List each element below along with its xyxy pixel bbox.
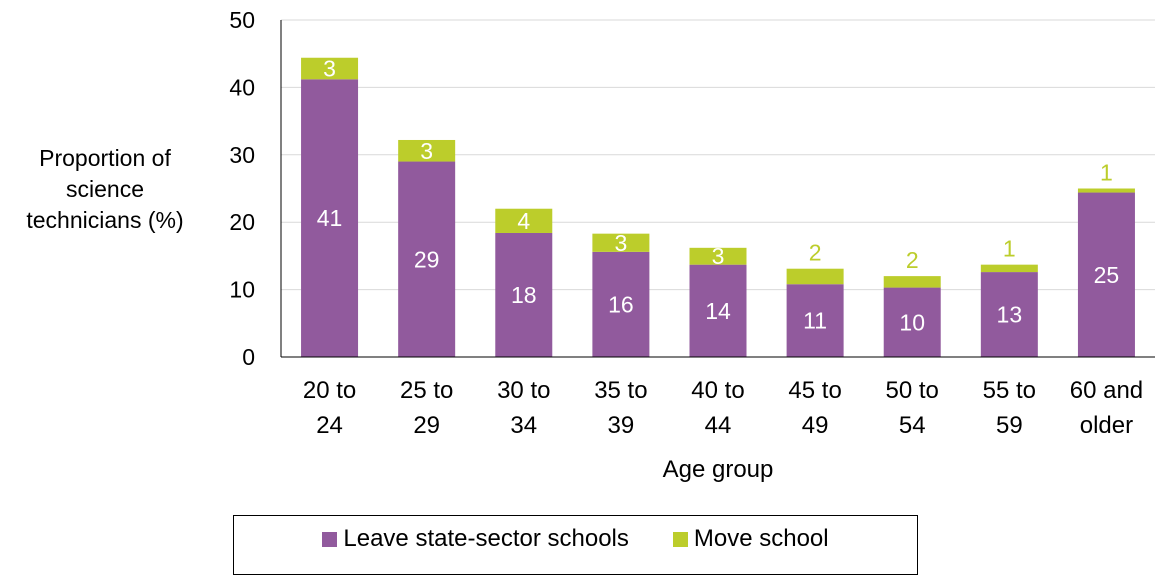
data-label: 1: [1003, 236, 1016, 262]
data-label: 13: [997, 302, 1023, 328]
x-tick-label: 30 to: [497, 377, 550, 404]
legend: Leave state-sector schools Move school: [233, 515, 918, 575]
x-tick-label: 34: [510, 412, 537, 439]
bar-segment: [883, 287, 941, 357]
data-label: 3: [712, 243, 725, 269]
x-tick-label: 29: [413, 412, 440, 439]
legend-label-move: Move school: [693, 525, 829, 552]
x-tick-labels: 20 to 24 25 to 29 30 to 34 35 to 39 40 to 44 45 to…: [303, 377, 1143, 439]
y-tick-label: 20: [229, 209, 255, 235]
x-tick-label: 25 to: [400, 377, 453, 404]
bars: 41 3 29 3 18 4 16 3 14 3 11 2 10 2 13 1 25 1: [301, 56, 1135, 357]
x-tick-label: 20 to: [303, 377, 356, 404]
x-tick-label: 49: [802, 412, 829, 439]
data-label: 10: [899, 309, 925, 335]
bar-segment: [495, 208, 553, 233]
data-label: 2: [906, 247, 919, 273]
bar-segment: [980, 264, 1038, 273]
x-tick-label: 50 to: [886, 377, 939, 404]
legend-item-leave: Leave state-sector schools: [322, 525, 629, 553]
y-tick-label: 30: [229, 142, 255, 168]
x-tick-label: 54: [899, 412, 926, 439]
bar-segment: [398, 139, 456, 162]
bar-segment: [301, 79, 359, 357]
bar-segment: [592, 251, 650, 357]
bar-segment: [592, 233, 650, 252]
y-tick-label: 10: [229, 277, 255, 303]
data-label: 3: [420, 138, 433, 164]
legend-swatch-leave: [322, 531, 338, 547]
x-tick-label: 44: [705, 412, 732, 439]
x-tick-label: 35 to: [594, 377, 647, 404]
stacked-bar-chart: 41 3 29 3 18 4 16 3 14 3 11 2 10 2 13 1 25 1 0 10 20 30 40 50 …: [229, 7, 1155, 483]
legend-item-move: Move school: [672, 525, 829, 553]
bar-segment: [980, 272, 1038, 357]
data-label: 1: [1100, 160, 1113, 186]
data-label: 14: [705, 298, 731, 324]
data-label: 18: [511, 282, 537, 308]
y-tick-labels: 0 10 20 30 40 50: [229, 7, 255, 370]
x-tick-label: 59: [996, 412, 1023, 439]
x-tick-label: 24: [316, 412, 343, 439]
y-tick-label: 40: [229, 74, 255, 100]
data-label: 25: [1094, 262, 1120, 288]
data-label: 29: [414, 246, 440, 272]
data-label: 2: [809, 240, 822, 266]
data-label: 4: [517, 208, 530, 234]
x-tick-label: older: [1080, 412, 1133, 439]
bar-segment: [689, 247, 747, 265]
data-label: 16: [608, 291, 634, 317]
data-label: 3: [614, 230, 627, 256]
x-tick-label: 39: [608, 412, 635, 439]
x-tick-label: 60 and: [1070, 377, 1143, 404]
bar-segment: [689, 264, 747, 357]
data-label: 11: [803, 308, 827, 334]
bar-segment: [495, 232, 553, 357]
x-tick-label: 40 to: [691, 377, 744, 404]
y-tick-label: 0: [242, 344, 255, 370]
x-tick-label: 55 to: [983, 377, 1036, 404]
bar-segment: [786, 268, 844, 285]
bar-segment: [398, 161, 456, 357]
bar-segment: [883, 276, 941, 288]
bar-segment: [1077, 188, 1135, 193]
y-axis-label-line: Proportion of: [39, 145, 171, 171]
y-axis-label: Proportion of science technicians (%): [0, 143, 210, 236]
x-tick-label: 45 to: [788, 377, 841, 404]
data-label: 41: [317, 205, 343, 231]
bar-segment: [301, 57, 359, 80]
y-tick-label: 50: [229, 7, 255, 33]
axes: [280, 20, 1155, 358]
y-axis-label-line: science: [66, 176, 144, 202]
legend-label-leave: Leave state-sector schools: [343, 525, 629, 552]
bar-segment: [786, 284, 844, 357]
legend-swatch-move: [672, 531, 688, 547]
data-label: 3: [323, 56, 336, 82]
x-axis-label: Age group: [663, 456, 774, 483]
bar-segment: [1077, 192, 1135, 357]
y-axis-label-line: technicians (%): [26, 207, 184, 233]
